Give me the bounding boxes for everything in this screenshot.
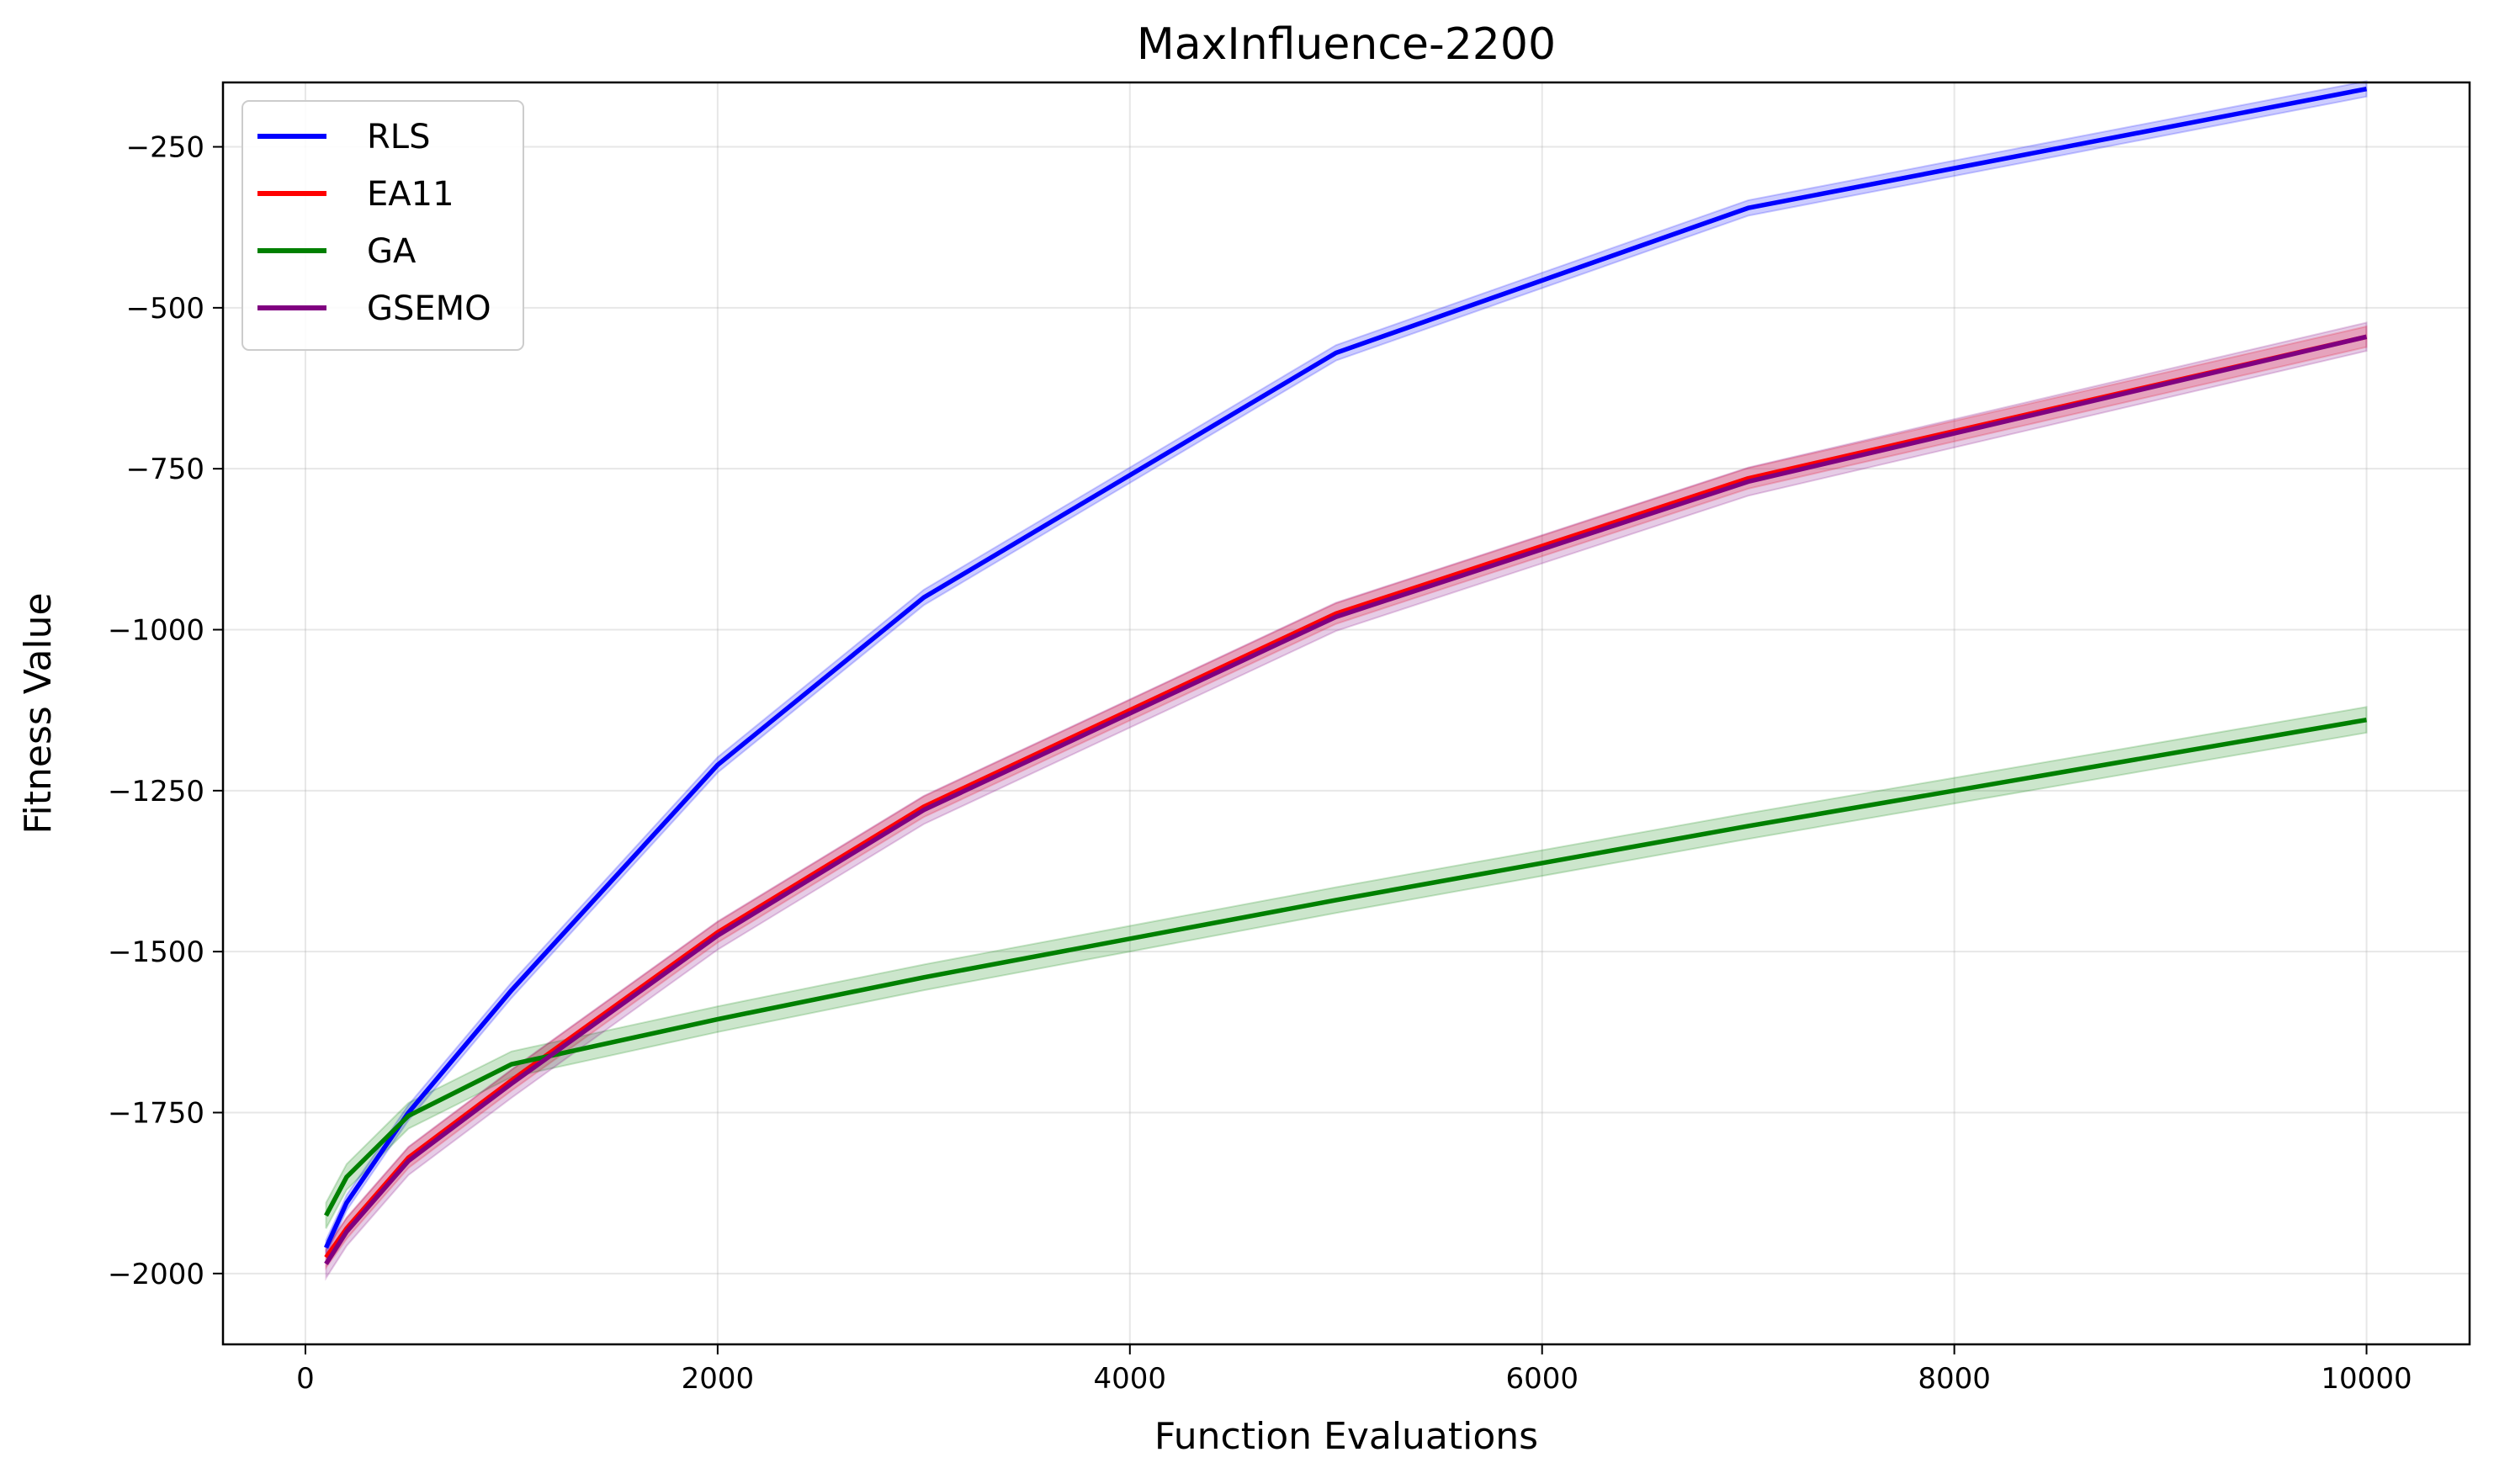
y-tick-label: −1500 — [108, 935, 204, 969]
band-layer — [325, 80, 2368, 1281]
legend-frame — [241, 100, 524, 351]
y-tick-label: −250 — [126, 131, 204, 165]
legend-label: RLS — [367, 118, 430, 156]
y-axis-label: Fitness Value — [17, 592, 60, 834]
series-line-gsemo — [324, 334, 2368, 1265]
legend: RLS EA11 GA GSEMO — [241, 100, 524, 351]
band-ea11 — [325, 325, 2368, 1271]
y-tick-label: −500 — [126, 292, 204, 326]
series-line-rls — [323, 86, 2368, 1249]
band-gsemo — [325, 321, 2368, 1281]
y-tick-label: −2000 — [108, 1258, 204, 1291]
plot-frame — [221, 81, 2471, 1346]
tick-layer: 0 2000 4000 6000 8000 10000 −2000 −1750 −1500 −12… — [108, 131, 2412, 1396]
legend-label: GA — [367, 232, 417, 271]
x-axis-label: Function Evaluations — [1154, 1415, 1538, 1458]
x-tick-label: 2000 — [682, 1362, 755, 1396]
line-layer — [323, 86, 2368, 1265]
y-tick-label: −750 — [126, 453, 204, 486]
legend-label: GSEMO — [367, 289, 491, 328]
series-line-ga — [324, 717, 2367, 1217]
grid-layer — [223, 82, 2470, 1344]
band-ga — [325, 706, 2368, 1229]
x-tick-label: 6000 — [1505, 1362, 1579, 1396]
y-tick-label: −1750 — [108, 1096, 204, 1130]
x-tick-label: 4000 — [1094, 1362, 1167, 1396]
band-rls — [325, 80, 2368, 1256]
y-tick-label: −1000 — [108, 614, 204, 648]
y-tick-label: −1250 — [108, 775, 204, 808]
x-tick-label: 0 — [296, 1362, 315, 1396]
x-tick-label: 8000 — [1918, 1362, 1991, 1396]
chart-title: MaxInfluence-2200 — [1137, 19, 1556, 70]
legend-label: EA11 — [367, 175, 454, 214]
x-tick-label: 10000 — [2321, 1362, 2412, 1396]
series-line-ea11 — [324, 334, 2368, 1259]
